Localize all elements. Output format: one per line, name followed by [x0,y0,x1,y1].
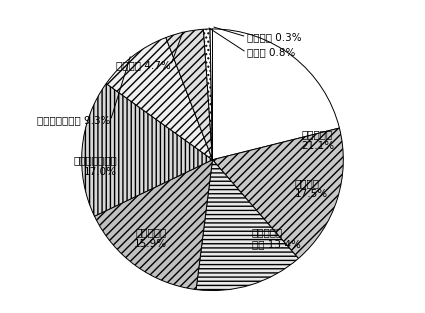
Text: 通院・服薬
15.9%: 通院・服薬 15.9% [133,228,167,249]
Wedge shape [82,84,212,216]
Wedge shape [196,160,298,290]
Wedge shape [166,29,212,160]
Wedge shape [212,29,340,160]
Text: 将来設計 4.7%: 将来設計 4.7% [116,61,170,70]
Text: できない 0.3%: できない 0.3% [246,32,301,42]
Text: 金錢管理
17.5%: 金錢管理 17.5% [295,178,328,199]
Text: 心配ごとの相談
17.0%: 心配ごとの相談 17.0% [73,156,117,177]
Wedge shape [212,128,343,259]
Wedge shape [94,160,212,290]
Text: 人との付き合い 9.3%: 人との付き合い 9.3% [37,115,110,126]
Text: 身だしなみ
21.1%: 身だしなみ 21.1% [301,129,334,151]
Text: 規則正しい
生活 13.4%: 規則正しい 生活 13.4% [252,228,300,249]
Text: 無回答 0.8%: 無回答 0.8% [246,48,295,58]
Wedge shape [204,29,212,160]
Wedge shape [106,38,212,160]
Wedge shape [210,29,212,160]
